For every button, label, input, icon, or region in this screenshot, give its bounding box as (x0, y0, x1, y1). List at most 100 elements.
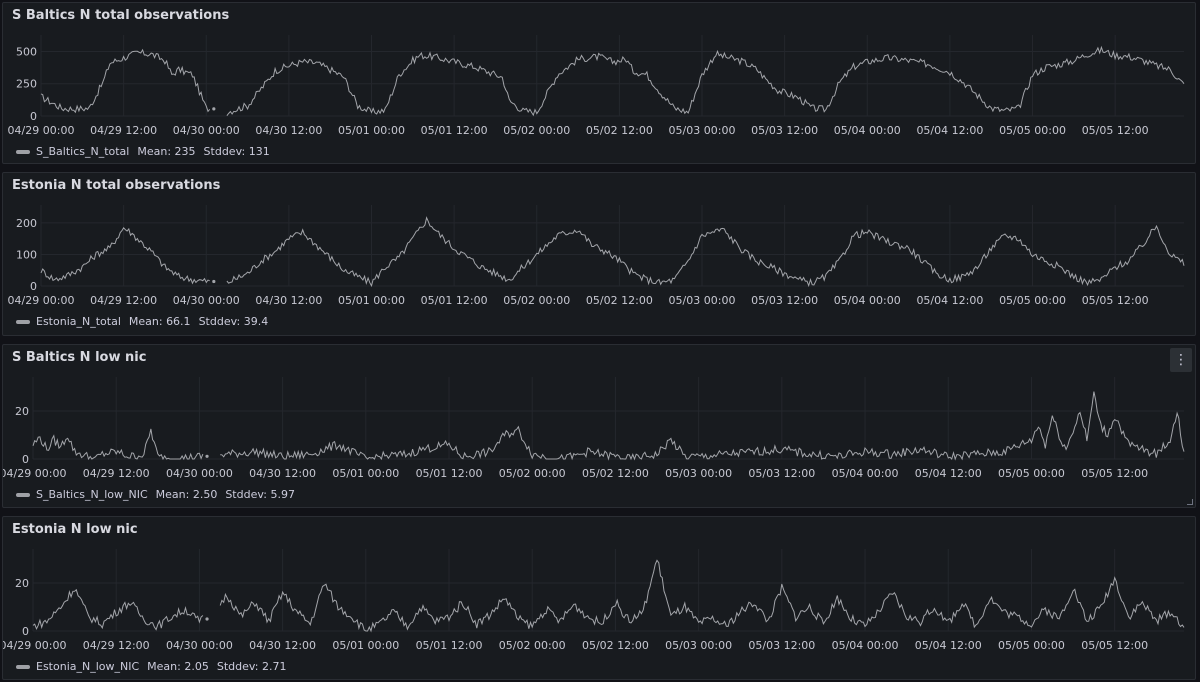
x-tick-label: 04/30 00:00 (166, 639, 233, 652)
series-line-S_Baltics_N_low_NIC-segment-2 (220, 391, 1185, 461)
legend-stddev-value: 5.97 (270, 488, 295, 501)
x-tick-label: 05/05 00:00 (998, 639, 1065, 652)
legend-mean-value: 2.05 (184, 660, 209, 673)
chart-s-baltics-low-nic[interactable]: 0 20 04/29 00:00 04/29 12:00 04/30 00:00 04/3… (3, 345, 1197, 509)
panel-s-baltics-low-nic[interactable]: S Baltics N low nic ⋮ 0 20 04/29 00:00 04/2… (2, 344, 1196, 508)
x-tick-label: 05/02 12:00 (586, 124, 653, 137)
x-tick-label: 05/04 00:00 (834, 124, 901, 137)
legend[interactable]: Estonia_N_total Mean: 66.1 Stddev: 39.4 (16, 315, 268, 328)
x-tick-label: 05/02 12:00 (582, 467, 649, 480)
legend-mean-label: Mean: (147, 660, 181, 673)
x-tick-label: 04/29 12:00 (83, 639, 150, 652)
x-tick-label: 05/02 12:00 (582, 639, 649, 652)
legend-series-name[interactable]: Estonia_N_total (36, 315, 121, 328)
series-line-Estonia_N_total-segment-1 (40, 226, 210, 285)
x-tick-label: 05/01 12:00 (421, 294, 488, 307)
series-line-Estonia_N_low_NIC-segment-2 (219, 559, 1185, 633)
chart-s-baltics-total[interactable]: 0 250 500 04/29 00:00 04/29 12:00 04/30 00:00… (3, 3, 1197, 165)
series-line-Estonia_N_low_NIC-segment-1 (32, 588, 204, 631)
x-tick-label: 05/01 12:00 (416, 639, 483, 652)
series-line-S_Baltics_N_total-segment-2 (226, 45, 1185, 117)
y-tick-label: 100 (16, 248, 37, 261)
y-tick-label: 250 (16, 78, 37, 91)
x-tick-label: 05/01 12:00 (421, 124, 488, 137)
x-tick-label: 05/03 12:00 (748, 467, 815, 480)
panel-estonia-total[interactable]: Estonia N total observations 0 100 200 04/2… (2, 172, 1196, 336)
x-tick-label: 04/29 00:00 (8, 294, 75, 307)
x-tick-label: 05/05 12:00 (1081, 639, 1148, 652)
x-tick-label: 04/29 00:00 (8, 124, 75, 137)
x-tick-label: 05/02 00:00 (499, 639, 566, 652)
x-tick-label: 04/30 00:00 (166, 467, 233, 480)
series-point (205, 454, 209, 458)
legend-mean-label: Mean: (128, 315, 163, 328)
panel-title: Estonia N low nic (12, 522, 138, 537)
x-tick-label: 05/01 00:00 (338, 124, 405, 137)
y-tick-label: 0 (22, 625, 29, 638)
y-tick-label: 200 (16, 217, 37, 230)
x-tick-label: 04/29 12:00 (90, 294, 157, 307)
series-line-S_Baltics_N_low_NIC-segment-1 (32, 428, 204, 461)
series-point (205, 617, 209, 621)
legend-stddev-value: 39.4 (243, 315, 269, 328)
x-tick-label: 05/03 12:00 (751, 124, 818, 137)
chart-estonia-low-nic[interactable]: 0 20 04/29 00:00 04/29 12:00 04/30 00:00 04/3… (3, 517, 1197, 681)
y-tick-label: 0 (30, 110, 37, 123)
x-tick-label: 05/05 12:00 (1081, 467, 1148, 480)
x-tick-label: 05/01 00:00 (332, 639, 399, 652)
panel-estonia-low-nic[interactable]: Estonia N low nic 0 20 04/29 00:00 04/29 12… (2, 516, 1196, 680)
x-tick-label: 05/04 00:00 (832, 467, 899, 480)
legend-stddev-value: 131 (248, 145, 270, 158)
x-tick-label: 04/30 12:00 (255, 294, 322, 307)
legend[interactable]: Estonia_N_low_NIC Mean: 2.05 Stddev: 2.7… (16, 660, 287, 673)
x-tick-label: 05/03 00:00 (665, 467, 732, 480)
legend-mean-value: 66.1 (166, 315, 191, 328)
legend-stddev-label: Stddev: (203, 145, 246, 158)
x-tick-label: 04/29 12:00 (90, 124, 157, 137)
panel-s-baltics-total[interactable]: S Baltics N total observations 0 250 500 04… (2, 2, 1196, 164)
panel-title: Estonia N total observations (12, 178, 221, 193)
x-tick-label: 05/05 00:00 (999, 294, 1066, 307)
series-point (212, 107, 216, 111)
x-tick-label: 05/03 00:00 (665, 639, 732, 652)
series-line-S_Baltics_N_total-segment-1 (40, 48, 211, 114)
y-tick-label: 0 (22, 453, 29, 466)
x-tick-label: 05/02 00:00 (503, 124, 570, 137)
legend-stddev-value: 2.71 (262, 660, 287, 673)
legend-series-name[interactable]: S_Baltics_N_low_NIC (36, 488, 148, 501)
x-tick-label: 05/03 12:00 (751, 294, 818, 307)
legend[interactable]: S_Baltics_N_low_NIC Mean: 2.50 Stddev: 5… (16, 488, 295, 501)
legend-mean-value: 2.50 (192, 488, 218, 501)
x-tick-label: 05/01 12:00 (416, 467, 483, 480)
x-tick-label: 04/29 12:00 (83, 467, 150, 480)
legend[interactable]: S_Baltics_N_total Mean: 235 Stddev: 131 (16, 145, 270, 158)
legend-swatch (16, 319, 30, 324)
legend-swatch (16, 664, 30, 669)
legend-mean-label: Mean: (137, 145, 172, 158)
panel-resize-handle[interactable] (1187, 499, 1193, 505)
legend-mean-label: Mean: (155, 488, 190, 501)
series-point (212, 279, 216, 284)
y-tick-label: 20 (15, 577, 29, 590)
legend-stddev-label: Stddev: (216, 660, 259, 673)
panel-title: S Baltics N low nic (12, 350, 147, 365)
x-tick-label: 05/02 00:00 (499, 467, 566, 480)
chart-estonia-total[interactable]: 0 100 200 04/29 00:00 04/29 12:00 04/30 00:00… (3, 173, 1197, 337)
legend-series-name[interactable]: S_Baltics_N_total (36, 145, 130, 158)
x-tick-label: 05/05 00:00 (998, 467, 1065, 480)
legend-stddev-label: Stddev: (225, 488, 267, 501)
x-tick-label: 05/04 00:00 (832, 639, 899, 652)
x-tick-label: 05/03 00:00 (669, 294, 736, 307)
panel-menu-button[interactable]: ⋮ (1170, 348, 1192, 372)
x-tick-label: 05/04 12:00 (916, 294, 983, 307)
x-tick-label: 05/03 00:00 (669, 124, 736, 137)
legend-stddev-label: Stddev: (198, 315, 241, 328)
x-tick-label: 04/29 00:00 (3, 467, 66, 480)
x-tick-label: 05/02 00:00 (503, 294, 570, 307)
legend-series-name[interactable]: Estonia_N_low_NIC (36, 660, 140, 673)
x-tick-label: 04/29 00:00 (3, 639, 66, 652)
x-tick-label: 05/02 12:00 (586, 294, 653, 307)
x-tick-label: 04/30 12:00 (249, 639, 316, 652)
x-tick-label: 05/04 00:00 (834, 294, 901, 307)
x-tick-label: 05/04 12:00 (916, 124, 983, 137)
